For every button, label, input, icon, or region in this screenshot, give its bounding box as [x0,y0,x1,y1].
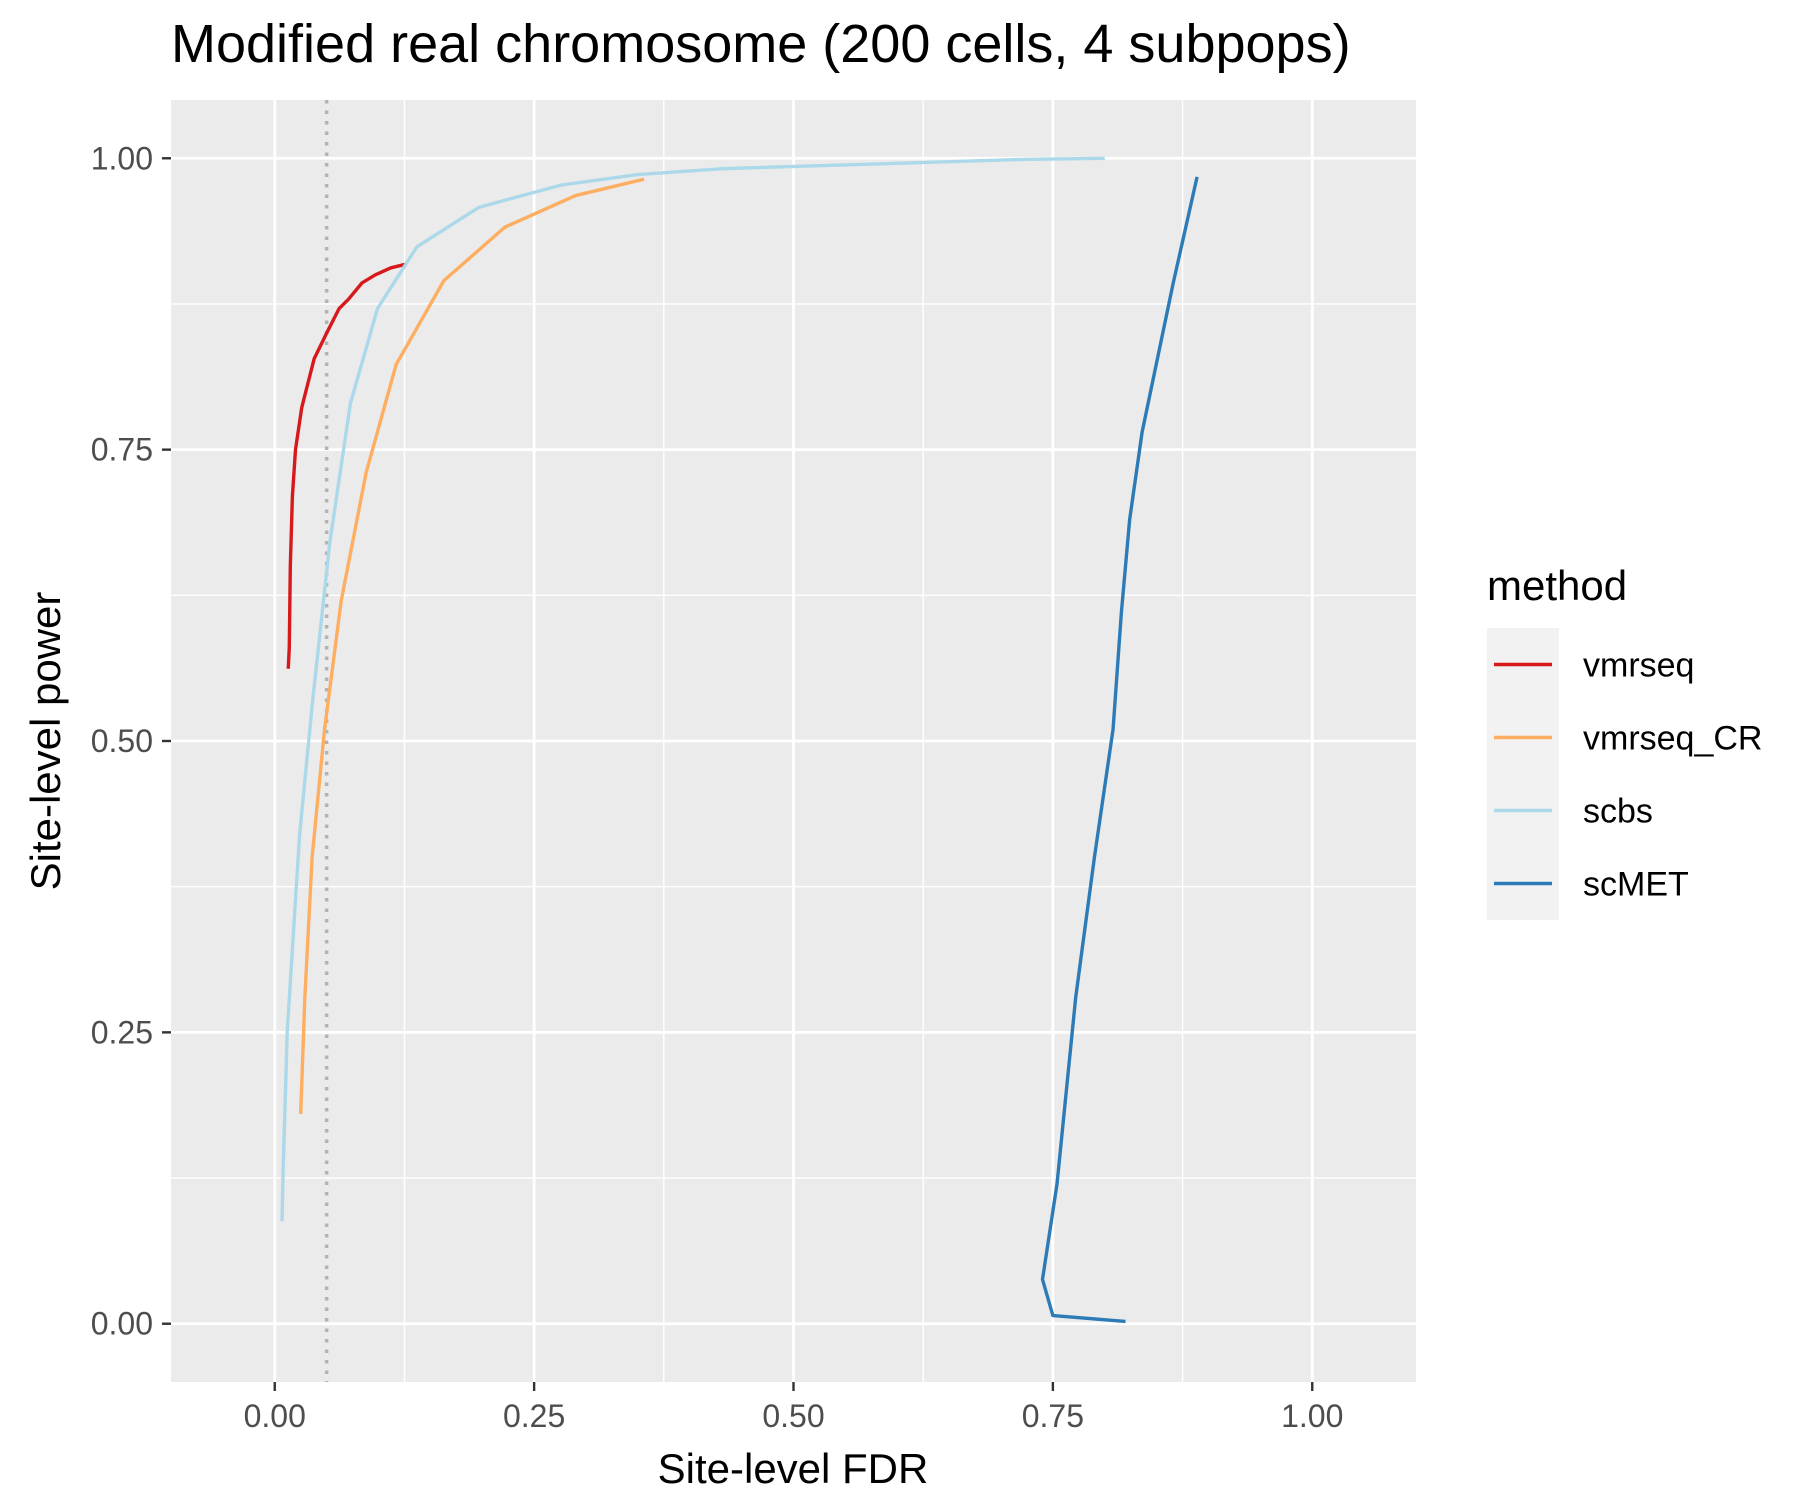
y-tick-label: 0.25 [91,1014,153,1050]
x-axis-title: Site-level FDR [658,1445,929,1492]
legend-label: vmrseq_CR [1583,720,1762,758]
series-line-vmrseq [286,262,406,669]
x-tick-label: 1.00 [1281,1398,1343,1434]
legend-label: vmrseq [1583,647,1694,685]
legend-key-background [1487,628,1559,920]
x-axis: 0.00 0.25 0.50 0.75 1.00 [244,1382,1343,1434]
legend-label: scMET [1583,866,1689,904]
major-gridlines [171,100,1416,1382]
x-tick-label: 0.25 [503,1398,565,1434]
x-tick-label: 0.50 [762,1398,824,1434]
series-line-vmrseq-cr [298,177,645,1115]
x-tick-label: 0.75 [1022,1398,1084,1434]
y-axis: 0.00 0.25 0.50 0.75 1.00 [91,140,171,1342]
y-tick-label: 0.50 [91,723,153,759]
y-tick-label: 1.00 [91,140,153,176]
y-axis-title: Site-level power [22,592,69,891]
x-tick-label: 0.00 [244,1398,306,1434]
y-tick-label: 0.75 [91,432,153,468]
legend-title: method [1487,562,1627,609]
series-layer [280,156,1199,1324]
series-line-scbs [280,156,1105,1222]
legend-label: scbs [1583,793,1653,831]
series-line-scmet [1040,176,1199,1324]
y-tick-label: 0.00 [91,1306,153,1342]
chart-title: Modified real chromosome (200 cells, 4 s… [171,14,1351,74]
